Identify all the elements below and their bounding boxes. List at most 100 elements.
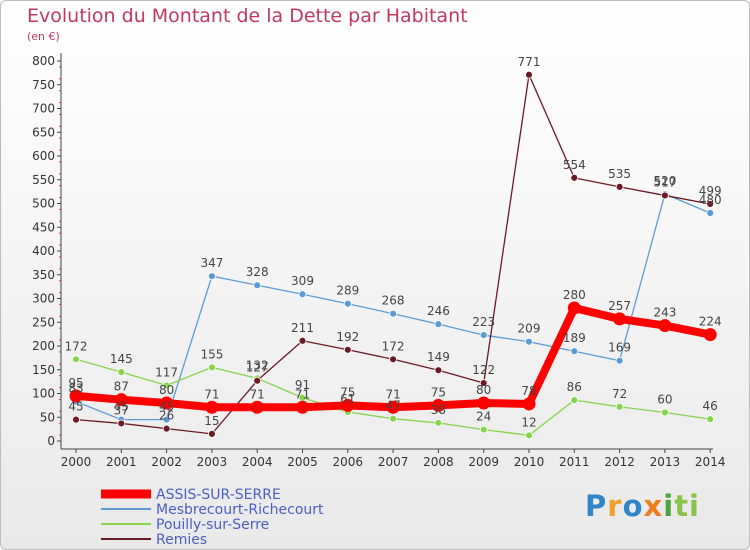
data-point xyxy=(296,400,309,414)
data-point xyxy=(72,415,80,424)
data-label: 24 xyxy=(476,410,491,424)
y-tick-label: 500 xyxy=(32,197,55,211)
data-point xyxy=(341,398,355,412)
data-point xyxy=(162,424,171,433)
data-label: 80 xyxy=(159,383,174,397)
data-label: 246 xyxy=(427,304,450,318)
data-point xyxy=(661,191,669,200)
data-point xyxy=(703,328,717,342)
data-label: 45 xyxy=(68,400,83,414)
data-point xyxy=(615,356,624,365)
data-point xyxy=(479,379,488,387)
data-label: 172 xyxy=(382,339,405,353)
data-label: 347 xyxy=(200,256,223,270)
data-point xyxy=(570,173,579,182)
data-point xyxy=(389,414,398,423)
x-tick-label: 2013 xyxy=(650,455,681,469)
data-point xyxy=(525,431,533,440)
data-point xyxy=(160,396,174,410)
data-label: 172 xyxy=(65,339,88,353)
data-label: 122 xyxy=(472,363,495,377)
y-tick-label: 0 xyxy=(47,434,55,448)
data-label: 280 xyxy=(563,288,586,302)
data-point xyxy=(658,319,672,333)
data-point xyxy=(615,182,624,191)
data-label: 127 xyxy=(246,361,269,375)
y-tick-label: 750 xyxy=(32,78,55,92)
data-label: 78 xyxy=(521,384,536,398)
data-label: 12 xyxy=(521,415,536,429)
proxiti-logo: Proxiti xyxy=(585,489,700,523)
data-point xyxy=(114,393,128,407)
legend-label: Mesbrecourt-Richecourt xyxy=(156,502,324,518)
data-point xyxy=(477,396,491,410)
data-point xyxy=(389,309,398,318)
data-label: 45 xyxy=(114,400,129,414)
data-point xyxy=(389,355,398,364)
data-label: 189 xyxy=(563,331,586,345)
data-label: 243 xyxy=(653,306,676,320)
y-tick-label: 150 xyxy=(32,363,55,377)
data-point xyxy=(434,419,443,427)
data-label: 80 xyxy=(476,383,491,397)
y-tick-label: 200 xyxy=(32,339,55,353)
y-tick-label: 650 xyxy=(32,125,55,139)
x-tick-label: 2006 xyxy=(333,455,364,469)
x-tick-label: 2009 xyxy=(468,455,499,469)
data-point xyxy=(72,355,80,364)
data-label: 87 xyxy=(114,380,129,394)
data-point xyxy=(298,290,307,299)
y-tick-label: 700 xyxy=(32,102,55,116)
y-tick-label: 450 xyxy=(32,220,55,234)
data-label: 517 xyxy=(653,175,676,189)
data-label: 71 xyxy=(250,387,265,401)
chart-unit-label: (en €) xyxy=(27,30,60,43)
data-label: 480 xyxy=(699,193,722,207)
data-point xyxy=(205,400,219,414)
data-point xyxy=(250,400,264,414)
x-tick-label: 2004 xyxy=(242,455,273,469)
data-point xyxy=(162,381,171,390)
data-point xyxy=(69,389,83,403)
x-tick-label: 2000 xyxy=(61,455,92,469)
y-tick-label: 400 xyxy=(32,244,55,258)
x-tick-label: 2005 xyxy=(287,455,318,469)
data-point xyxy=(434,366,443,375)
data-label: 83 xyxy=(68,382,83,396)
data-point xyxy=(386,400,400,414)
data-label: 145 xyxy=(110,352,133,366)
data-label: 192 xyxy=(336,330,359,344)
data-point xyxy=(522,397,536,411)
data-point xyxy=(343,345,352,354)
x-tick-label: 2003 xyxy=(197,455,228,469)
y-tick-label: 350 xyxy=(32,268,55,282)
data-point xyxy=(613,312,627,326)
data-label: 47 xyxy=(385,399,400,413)
data-point xyxy=(253,376,262,385)
data-point xyxy=(570,396,579,405)
data-label: 257 xyxy=(608,299,631,313)
data-point xyxy=(706,415,715,424)
data-point xyxy=(570,347,579,356)
data-label: 132 xyxy=(246,358,269,372)
data-label: 149 xyxy=(427,350,450,364)
data-label: 211 xyxy=(291,321,314,335)
data-point xyxy=(479,331,488,339)
data-label: 268 xyxy=(382,294,405,308)
data-label: 37 xyxy=(114,403,129,417)
data-point xyxy=(298,336,307,345)
data-label: 771 xyxy=(518,55,541,69)
data-label: 155 xyxy=(200,347,223,361)
data-label: 554 xyxy=(563,158,586,172)
data-label: 224 xyxy=(699,315,722,329)
data-point xyxy=(706,200,715,208)
x-tick-label: 2008 xyxy=(423,455,454,469)
data-label: 60 xyxy=(657,393,672,407)
data-point xyxy=(661,408,669,417)
data-label: 520 xyxy=(653,174,676,188)
y-tick-label: 100 xyxy=(32,387,55,401)
data-label: 169 xyxy=(608,341,631,355)
data-label: 45 xyxy=(159,400,174,414)
x-tick-label: 2002 xyxy=(151,455,182,469)
